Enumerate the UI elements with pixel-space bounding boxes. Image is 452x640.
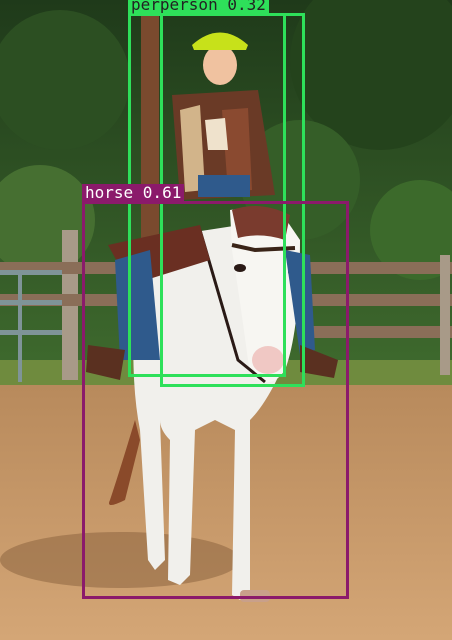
rider <box>86 32 338 380</box>
horse <box>109 206 300 602</box>
horse-detection-box: horse 0.61 <box>82 184 349 599</box>
wooden-fence <box>0 230 452 382</box>
person-detection-label: perperson 0.32 <box>128 0 269 14</box>
horse-detection-label: horse 0.61 <box>82 184 185 202</box>
